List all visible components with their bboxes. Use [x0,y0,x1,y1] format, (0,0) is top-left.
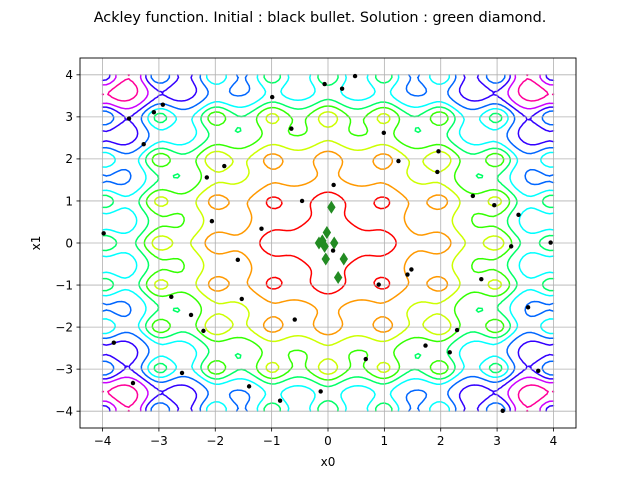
y-tick-label: −4 [55,404,73,418]
initial-point [318,389,323,394]
solution-point [320,239,329,253]
initial-point [376,282,381,287]
initial-point [525,305,531,310]
initial-point [516,212,521,218]
initial-point [201,328,206,334]
initial-point [222,163,227,169]
initial-point [259,226,264,231]
solution-point [330,236,339,250]
initial-point [409,267,414,272]
y-axis-label: x1 [29,236,43,251]
initial-point [169,294,174,300]
initial-point [289,126,294,131]
plot-area [79,57,577,429]
initial-point [352,73,358,79]
x-tick-label: −1 [263,434,281,448]
contour-line-1 [259,191,397,295]
initial-point [405,272,410,277]
initial-point [396,158,401,164]
solution-point [322,225,332,239]
initial-point [160,102,166,107]
contour-line-7 [101,74,555,412]
initial-point [204,175,210,180]
initial-point [470,193,476,199]
initial-point [492,202,497,208]
y-tick-label: 4 [65,68,73,82]
x-tick-label: −2 [206,434,224,448]
solution-point [327,200,336,214]
initial-point [423,343,428,348]
y-tick-label: 3 [65,110,73,124]
initial-point [151,110,157,115]
initial-point [548,240,553,245]
initial-point [363,356,368,362]
contour-line-9 [101,74,555,412]
contour-line-8 [101,74,555,412]
initial-point [101,231,106,236]
initial-point [331,182,336,188]
initial-point [322,81,327,87]
x-tick-label: 1 [381,434,389,448]
initial-point [436,149,441,154]
initial-point [299,198,305,204]
initial-point [209,218,215,224]
x-tick-label: 0 [324,434,332,448]
y-tick-label: 2 [65,152,73,166]
contour-line-4 [143,105,513,381]
chart-title: Ackley function. Initial : black bullet.… [94,10,547,26]
initial-point [111,340,117,345]
initial-point [179,370,185,376]
x-tick-label: 4 [550,434,558,448]
x-tick-label: −4 [94,434,112,448]
initial-point [277,398,283,403]
initial-point [246,384,252,389]
initial-point [270,94,275,100]
initial-point [500,408,505,413]
initial-point [339,86,345,91]
initial-point [454,327,460,333]
initial-point [235,257,241,263]
initial-point [292,317,297,322]
solution-point [333,270,343,284]
x-tick-label: 2 [437,434,445,448]
solution-point [321,252,330,266]
initial-point [126,116,132,121]
initial-point [479,276,484,282]
initial-point [536,368,541,374]
grid [80,58,576,428]
y-tick-label: −2 [55,320,73,334]
x-tick-label: 3 [493,434,501,448]
initial-point [447,350,452,355]
initial-point [188,312,194,318]
contour-line-6 [101,74,555,412]
y-tick-label: 1 [65,194,73,208]
x-axis-label: x0 [321,455,336,469]
y-tick-label: 0 [65,236,73,250]
contour-line-3 [151,111,505,375]
contour-line-2 [204,150,452,336]
initial-point [141,141,146,147]
initial-point [435,169,440,175]
y-tick-label: −3 [55,362,73,376]
initial-point [508,244,514,249]
x-axis: −4 −3 −2 −1 0 1 2 3 4 [94,428,558,448]
initial-points [101,73,553,413]
initial-point [130,380,136,386]
solution-point [339,252,348,266]
y-tick-label: −1 [55,278,73,292]
x-tick-label: −3 [150,434,168,448]
y-axis: −4 −3 −2 −1 0 1 2 3 4 [55,68,80,418]
solution-points [314,200,348,284]
initial-point [381,130,386,136]
initial-point [239,296,244,302]
initial-point [330,248,336,253]
